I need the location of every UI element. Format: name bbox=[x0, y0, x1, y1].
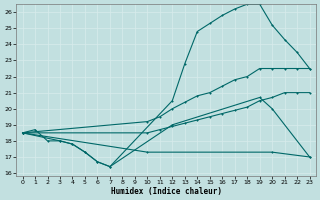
X-axis label: Humidex (Indice chaleur): Humidex (Indice chaleur) bbox=[111, 187, 221, 196]
